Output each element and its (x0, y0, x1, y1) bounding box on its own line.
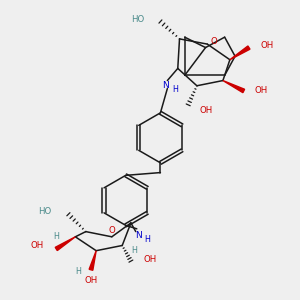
Text: OH: OH (84, 276, 98, 285)
Text: H: H (172, 85, 178, 94)
Text: O: O (210, 37, 217, 46)
Text: N: N (135, 231, 142, 240)
Text: H: H (131, 245, 137, 254)
Text: N: N (162, 81, 169, 90)
Text: HO: HO (38, 207, 52, 216)
Text: OH: OH (199, 106, 213, 115)
Text: OH: OH (260, 41, 273, 50)
Text: H: H (53, 232, 59, 241)
Text: OH: OH (143, 255, 156, 264)
Polygon shape (223, 81, 244, 93)
Polygon shape (89, 251, 96, 270)
Text: OH: OH (255, 86, 268, 95)
Polygon shape (230, 46, 250, 60)
Polygon shape (55, 237, 75, 250)
Text: H: H (145, 235, 151, 244)
Text: H: H (75, 267, 81, 276)
Text: HO: HO (131, 15, 145, 24)
Text: OH: OH (31, 241, 44, 250)
Text: O: O (108, 226, 115, 235)
